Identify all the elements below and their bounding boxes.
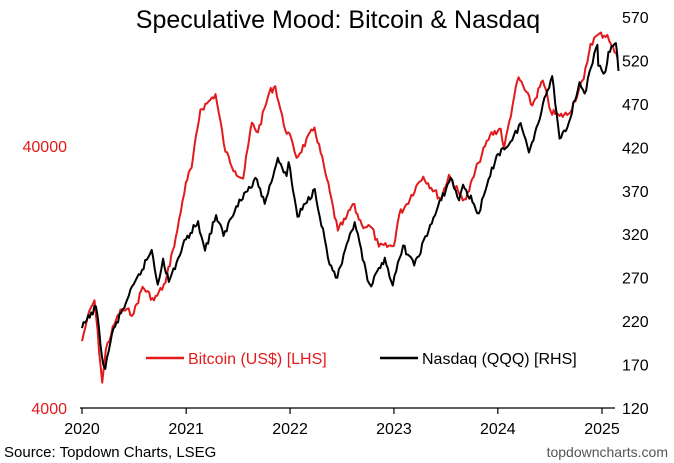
x-tick-label: 2021: [168, 421, 204, 438]
series-line-nasdaq: [81, 42, 620, 370]
x-axis-ticks: 2020 2021 2022 2023 2024 2025: [64, 408, 620, 438]
legend-label-nasdaq: Nasdaq (QQQ) [RHS]: [422, 351, 577, 368]
left-tick-label: 40000: [23, 139, 68, 156]
watermark: topdowncharts.com: [547, 444, 668, 460]
series-line-bitcoin: [81, 31, 619, 384]
x-tick-label: 2023: [376, 421, 412, 438]
right-tick-label: 270: [622, 271, 649, 288]
right-tick-label: 520: [622, 53, 649, 70]
right-tick-label: 120: [622, 401, 649, 418]
right-tick-label: 320: [622, 227, 649, 244]
right-tick-label: 420: [622, 140, 649, 157]
right-tick-label: 470: [622, 97, 649, 114]
right-axis-ticks: 570 520 470 420 370 320 270 220 170 120: [622, 10, 649, 418]
right-tick-label: 220: [622, 314, 649, 331]
left-axis-ticks: 40000 4000: [23, 139, 68, 418]
right-tick-label: 570: [622, 10, 649, 27]
right-tick-label: 370: [622, 184, 649, 201]
x-tick-label: 2020: [64, 421, 100, 438]
legend: Bitcoin (US$) [LHS] Nasdaq (QQQ) [RHS]: [146, 351, 577, 368]
source-note: Source: Topdown Charts, LSEG: [4, 444, 216, 461]
right-tick-label: 170: [622, 358, 649, 375]
x-tick-label: 2024: [480, 421, 516, 438]
legend-label-bitcoin: Bitcoin (US$) [LHS]: [188, 351, 327, 368]
x-tick-label: 2022: [272, 421, 308, 438]
x-tick-label: 2025: [584, 421, 620, 438]
series-layer: [81, 31, 620, 384]
left-tick-label: 4000: [31, 401, 67, 418]
chart-title: Speculative Mood: Bitcoin & Nasdaq: [136, 6, 540, 34]
